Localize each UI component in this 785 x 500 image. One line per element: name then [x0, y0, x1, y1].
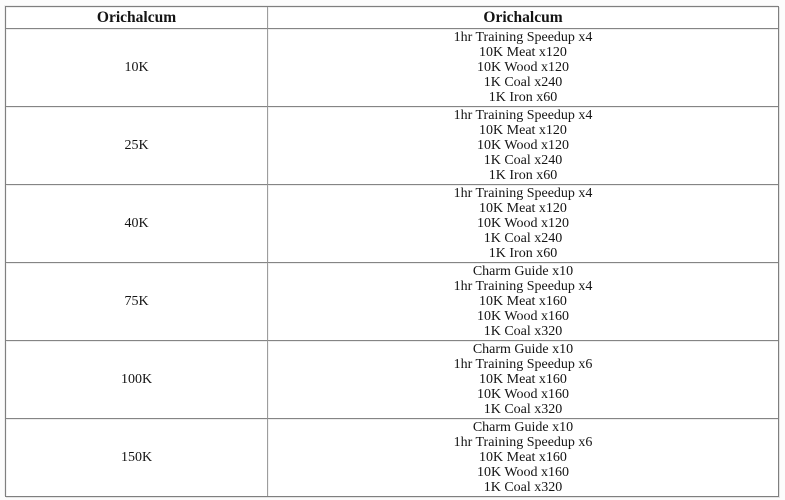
- table-row: 100K Charm Guide x10 1hr Training Speedu…: [6, 341, 778, 419]
- rewards-cell: 1hr Training Speedup x4 10K Meat x120 10…: [268, 107, 778, 185]
- table-row: 150K Charm Guide x10 1hr Training Speedu…: [6, 419, 778, 496]
- header-rewards-column: Orichalcum: [268, 7, 778, 29]
- rewards-cell: Charm Guide x10 1hr Training Speedup x6 …: [268, 341, 778, 419]
- rewards-cell: Charm Guide x10 1hr Training Speedup x4 …: [268, 263, 778, 341]
- header-row: Orichalcum Orichalcum: [6, 7, 778, 29]
- table-row: 25K 1hr Training Speedup x4 10K Meat x12…: [6, 107, 778, 185]
- rewards-cell: 1hr Training Speedup x4 10K Meat x120 10…: [268, 29, 778, 107]
- table-body: 10K 1hr Training Speedup x4 10K Meat x12…: [6, 29, 778, 496]
- rewards-cell: 1hr Training Speedup x4 10K Meat x120 10…: [268, 185, 778, 263]
- amount-cell: 75K: [6, 263, 268, 341]
- table-row: 10K 1hr Training Speedup x4 10K Meat x12…: [6, 29, 778, 107]
- table-row: 40K 1hr Training Speedup x4 10K Meat x12…: [6, 185, 778, 263]
- amount-cell: 100K: [6, 341, 268, 419]
- amount-cell: 40K: [6, 185, 268, 263]
- amount-cell: 10K: [6, 29, 268, 107]
- amount-cell: 25K: [6, 107, 268, 185]
- rewards-cell: Charm Guide x10 1hr Training Speedup x6 …: [268, 419, 778, 496]
- table-row: 75K Charm Guide x10 1hr Training Speedup…: [6, 263, 778, 341]
- orichalcum-rewards-table: Orichalcum Orichalcum 10K 1hr Training S…: [5, 6, 779, 497]
- amount-cell: 150K: [6, 419, 268, 496]
- header-amount-column: Orichalcum: [6, 7, 268, 29]
